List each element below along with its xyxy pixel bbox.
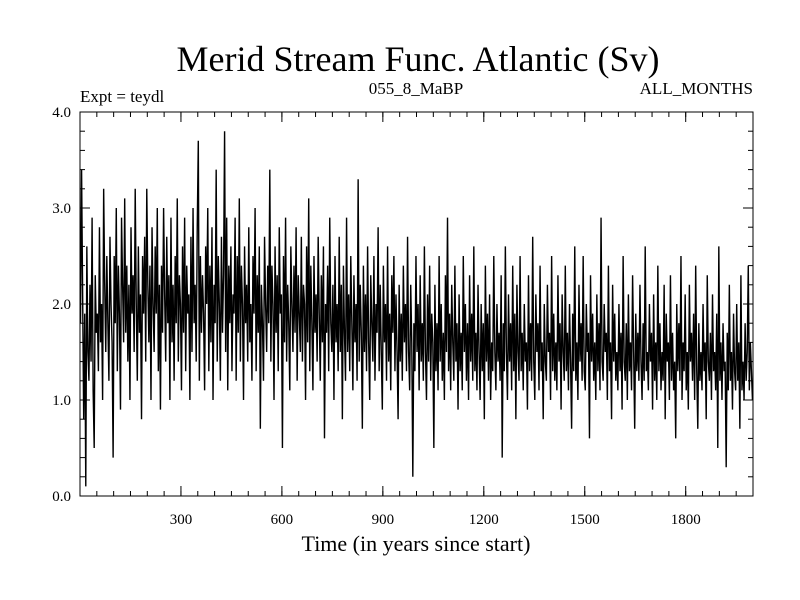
x-axis-label: Time (in years since start) [302, 531, 531, 556]
y-tick-label: 2.0 [52, 297, 71, 313]
x-tick-label: 600 [271, 512, 294, 528]
subtitle-expt: Expt = teydl [80, 87, 164, 106]
plot-frame [79, 111, 754, 497]
x-tick-label: 300 [170, 512, 193, 528]
x-tick-label: 900 [372, 512, 395, 528]
y-tick-label: 4.0 [52, 105, 71, 121]
series-line-atlantic-msf [79, 131, 754, 487]
x-tick-label: 1500 [570, 512, 600, 528]
y-tick-label: 1.0 [52, 393, 71, 409]
x-tick-label: 1800 [671, 512, 701, 528]
subtitle-months: ALL_MONTHS [640, 79, 753, 98]
chart-title: Merid Stream Func. Atlantic (Sv) [177, 39, 660, 79]
x-tick-label: 1200 [469, 512, 499, 528]
tick-labels: 300 600 900 1200 1500 1800 0.0 1.0 2.0 3.0 4.0 [52, 105, 700, 528]
subtitle-run: 055_8_MaBP [369, 79, 463, 98]
y-tick-label: 0.0 [52, 489, 71, 505]
y-tick-label: 3.0 [52, 201, 71, 217]
